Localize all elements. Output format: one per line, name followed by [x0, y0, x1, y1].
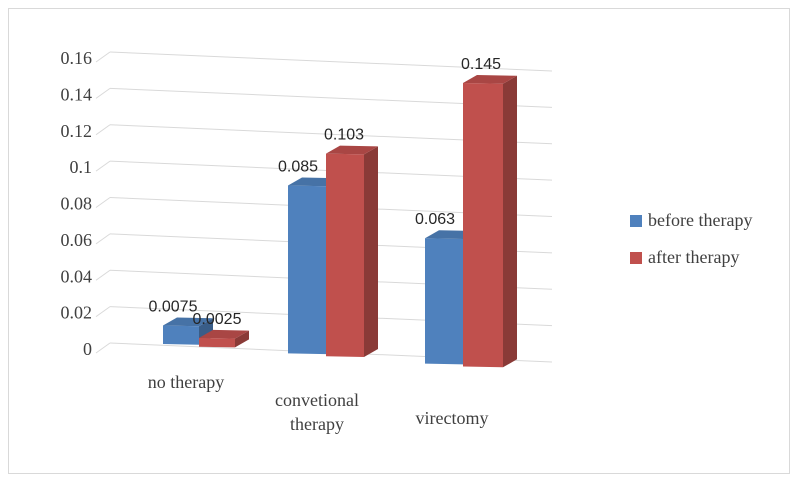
category-label: no therapy: [148, 372, 224, 392]
legend-swatch: [630, 252, 642, 264]
bar-front-after-therapy-0: [199, 337, 235, 348]
data-label: 0.0025: [193, 311, 242, 328]
bar-side: [364, 146, 378, 357]
bar-top: [326, 145, 378, 155]
bar-front-before-therapy-2: [425, 238, 463, 365]
y-tick-label: 0: [83, 339, 92, 359]
bar-side: [503, 75, 517, 368]
gridline-side: [95, 306, 111, 318]
category-label: therapy: [290, 414, 344, 434]
y-tick-label: 0.12: [61, 121, 93, 141]
bar-top: [163, 317, 213, 327]
y-tick-label: 0.16: [61, 48, 93, 68]
gridline-side: [95, 233, 111, 245]
gridline-side: [95, 51, 111, 63]
gridline-side: [95, 342, 111, 354]
category-label: convetional: [275, 390, 359, 410]
y-tick-label: 0.08: [61, 194, 93, 214]
y-tick-label: 0.02: [61, 303, 93, 323]
y-tick-label: 0.14: [61, 84, 93, 104]
category-label: virectomy: [416, 408, 489, 428]
bar-front-before-therapy-0: [163, 325, 199, 345]
bar-front-before-therapy-1: [288, 185, 326, 355]
bar-top: [463, 74, 517, 84]
legend-swatch: [630, 215, 642, 227]
data-label: 0.0075: [149, 299, 198, 316]
gridline-side: [95, 269, 111, 281]
gridline-side: [95, 124, 111, 136]
bar-front-after-therapy-2: [463, 82, 503, 368]
data-label: 0.145: [461, 56, 501, 73]
y-tick-label: 0.04: [61, 266, 93, 286]
gridline-side: [95, 160, 111, 172]
bar-side: [235, 330, 249, 348]
data-label: 0.103: [324, 127, 364, 144]
y-tick-label: 0.1: [70, 157, 93, 177]
bar-top: [199, 329, 249, 339]
gridline-side: [95, 87, 111, 99]
data-label: 0.063: [415, 211, 455, 228]
gridline: [109, 51, 553, 72]
data-label: 0.085: [278, 159, 318, 176]
y-tick-label: 0.06: [61, 230, 93, 250]
bar-front-after-therapy-1: [326, 153, 364, 357]
chart-frame: [8, 8, 790, 474]
gridline-side: [95, 197, 111, 208]
legend-label: before therapy: [648, 210, 752, 230]
legend-label: after therapy: [648, 247, 739, 267]
